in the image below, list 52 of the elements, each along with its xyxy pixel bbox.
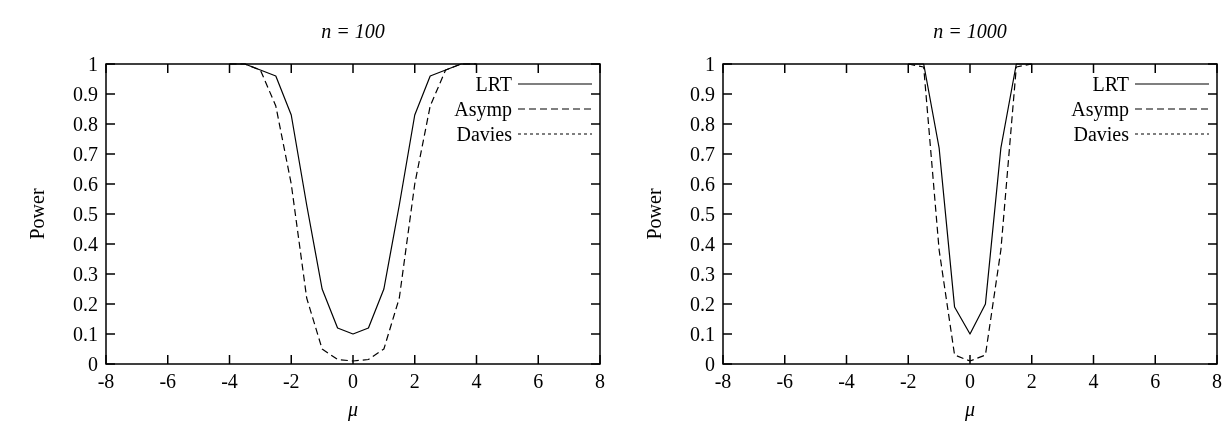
y-tick-label: 0.8 <box>690 113 715 135</box>
y-tick-label: 0.5 <box>690 203 715 225</box>
x-tick-label: 4 <box>1088 370 1099 392</box>
x-tick-label: 0 <box>348 370 358 392</box>
y-tick-label: 0.4 <box>73 233 98 255</box>
y-tick-label: 0.2 <box>690 293 715 315</box>
y-axis-title: Power <box>26 188 48 240</box>
y-tick-label: 0.1 <box>73 323 98 345</box>
y-tick-label: 1 <box>705 53 715 75</box>
x-tick-label: -6 <box>776 370 794 392</box>
x-tick-label: 2 <box>1026 370 1037 392</box>
legend-label: LRT <box>475 73 512 95</box>
y-tick-label: 0.8 <box>73 113 98 135</box>
y-axis-title: Power <box>643 188 665 240</box>
legend-label: Asymp <box>454 98 512 121</box>
x-tick-label: 4 <box>471 370 482 392</box>
x-tick-label: 6 <box>1150 370 1161 392</box>
x-tick-label: -4 <box>221 370 238 392</box>
legend-label: Davies <box>1073 123 1130 145</box>
y-tick-label: 0 <box>88 353 98 375</box>
x-tick-label: -4 <box>838 370 855 392</box>
legend-label: LRT <box>1092 73 1129 95</box>
y-tick-label: 0.9 <box>73 83 98 105</box>
x-tick-label: 8 <box>1212 370 1222 392</box>
y-tick-label: 0.6 <box>73 173 98 195</box>
y-tick-label: 0 <box>705 353 715 375</box>
y-tick-label: 0.9 <box>690 83 715 105</box>
x-tick-label: -6 <box>159 370 177 392</box>
y-tick-label: 0.6 <box>690 173 715 195</box>
x-tick-label: -8 <box>97 370 115 392</box>
x-tick-label: 8 <box>595 370 605 392</box>
y-tick-label: 0.1 <box>690 323 715 345</box>
legend-label: Asymp <box>1071 98 1129 121</box>
x-tick-label: -2 <box>899 370 917 392</box>
y-tick-label: 0.2 <box>73 293 98 315</box>
x-tick-label: -2 <box>282 370 300 392</box>
y-tick-label: 1 <box>88 53 98 75</box>
x-axis-title: μ <box>346 398 359 421</box>
chart-title: n = 100 <box>321 20 385 42</box>
y-tick-label: 0.5 <box>73 203 98 225</box>
y-tick-label: 0.3 <box>73 263 98 285</box>
y-tick-label: 0.7 <box>690 143 715 165</box>
x-tick-label: 0 <box>965 370 975 392</box>
x-tick-label: -8 <box>714 370 732 392</box>
x-tick-label: 2 <box>409 370 420 392</box>
legend-label: Davies <box>456 123 513 145</box>
x-axis-title: μ <box>963 398 976 421</box>
y-tick-label: 0.7 <box>73 143 98 165</box>
x-tick-label: 6 <box>533 370 544 392</box>
y-tick-label: 0.4 <box>690 233 715 255</box>
chart-title: n = 1000 <box>933 20 1007 42</box>
y-tick-label: 0.3 <box>690 263 715 285</box>
